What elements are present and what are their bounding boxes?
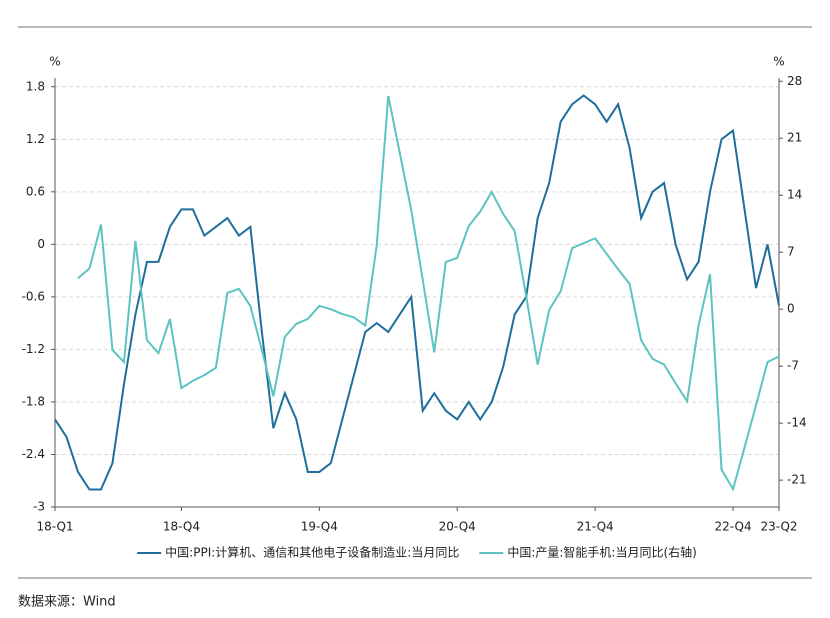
y-tick-label: -1.2 — [22, 342, 45, 356]
series-line — [54, 94, 780, 491]
y-tick-label: -3 — [33, 500, 45, 514]
x-tick-label: 21-Q4 — [577, 520, 614, 534]
y-tick-label: -1.8 — [22, 394, 45, 408]
y2-tick-label: 7 — [787, 245, 795, 259]
y2-tick-label: -21 — [787, 473, 807, 487]
source-note: 数据来源：Wind — [18, 595, 116, 610]
x-tick-label: 23-Q2 — [760, 520, 797, 534]
legend-label: 中国:产量:智能手机:当月同比(右轴) — [507, 545, 697, 560]
x-tick-label: 20-Q4 — [439, 520, 476, 534]
y2-tick-label: -14 — [787, 416, 807, 430]
y2-tick-label: 14 — [787, 188, 802, 202]
x-tick-label: 18-Q4 — [163, 520, 200, 534]
y2-tick-label: 28 — [787, 74, 802, 88]
legend-label: 中国:PPI:计算机、通信和其他电子设备制造业:当月同比 — [165, 545, 459, 560]
y-tick-label: -0.6 — [22, 289, 45, 303]
x-tick-label: 22-Q4 — [714, 520, 751, 534]
y-tick-label: 0 — [37, 237, 45, 251]
y-tick-label: 0.6 — [26, 184, 45, 198]
y2-tick-label: 21 — [787, 131, 802, 145]
y-tick-label: 1.2 — [26, 132, 45, 146]
y2-tick-label: -7 — [787, 359, 799, 373]
series-line — [77, 95, 780, 492]
y2-unit: % — [773, 55, 784, 69]
y2-tick-label: 0 — [787, 302, 795, 316]
y-tick-label: -2.4 — [22, 447, 45, 461]
y-unit: % — [49, 55, 60, 69]
x-tick-label: 19-Q4 — [301, 520, 338, 534]
y-tick-label: 1.8 — [26, 79, 45, 93]
x-tick-label: 18-Q1 — [36, 520, 73, 534]
